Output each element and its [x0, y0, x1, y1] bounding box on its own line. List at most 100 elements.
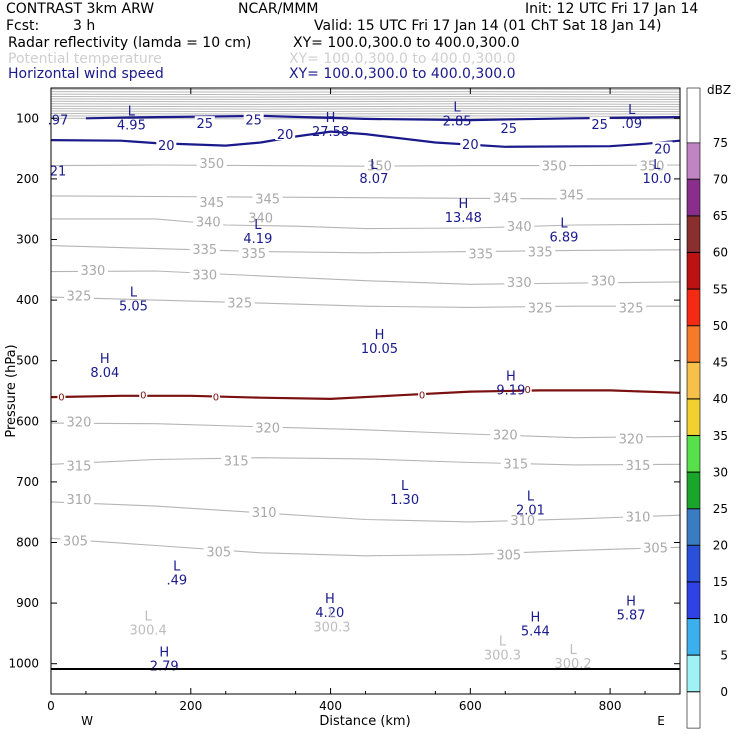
- wind-label-bg: [652, 141, 673, 155]
- marker-h-symbol: H: [458, 197, 468, 212]
- theta-label-310: 310: [67, 493, 92, 508]
- theta-label-310: 310: [510, 514, 535, 529]
- marker-value: 8.07: [359, 172, 388, 187]
- y-tick-label: 400: [16, 293, 39, 307]
- wind-label-bg: [194, 116, 215, 130]
- y-tick-label: 900: [16, 596, 39, 610]
- wind-contour-25: [85, 114, 680, 122]
- marker-h-symbol: H: [530, 610, 540, 625]
- marker-value: 4.19: [243, 232, 272, 247]
- theta-label-345: 345: [559, 189, 584, 204]
- x-tick-label: 400: [319, 699, 342, 713]
- marker-l-symbol: L: [145, 610, 153, 625]
- theta-label-350: 350: [640, 160, 665, 175]
- colorbar-cell-10: [686, 618, 701, 656]
- reflectivity-label: 0: [140, 391, 146, 402]
- wind-label-20: 20: [277, 128, 294, 143]
- theta-label-bg: [504, 273, 535, 288]
- dense-isentrope: [51, 110, 680, 113]
- x-tick-label: 800: [599, 699, 622, 713]
- theta-label-bg: [63, 457, 94, 472]
- theta-label-350: 350: [199, 157, 224, 172]
- theta-label-bg: [465, 245, 496, 260]
- colorbar-cell-65: [686, 215, 701, 253]
- theta-label-bg: [364, 157, 395, 172]
- colorbar-cell-40: [686, 398, 701, 436]
- theta-contour-310: [51, 501, 680, 523]
- marker-l-symbol: L: [401, 479, 409, 494]
- upper-dense-isentropes: [51, 88, 680, 120]
- theta-contour-305: [51, 537, 680, 557]
- wind-label-25: 25: [500, 122, 517, 137]
- colorbar-unit: dBZ: [707, 83, 731, 97]
- wind-label-bg: [275, 127, 296, 141]
- valid-time: Valid: 15 UTC Fri 17 Jan 14 (01 ChT Sat …: [314, 18, 662, 34]
- reflectivity-label-bg: [418, 388, 427, 400]
- x-axis-title: Distance (km): [319, 714, 410, 729]
- wind-contours: 25 25 25 25 20 20 20 20: [51, 112, 680, 158]
- wind-label-20: 20: [462, 138, 479, 153]
- marker-l-symbol: L: [128, 104, 136, 119]
- marker-value: .49: [166, 573, 187, 588]
- y-tick-label: 800: [16, 536, 39, 550]
- theta-label-bg: [556, 186, 587, 201]
- marker-value: 300.3: [484, 649, 521, 664]
- marker-value: 13.48: [445, 211, 482, 226]
- x-east-label: E: [657, 714, 665, 728]
- colorbar-label: 10: [713, 612, 728, 626]
- theta-label-335: 335: [468, 247, 493, 262]
- x-tick-label: 600: [459, 699, 482, 713]
- colorbar-label: 50: [713, 319, 728, 333]
- theta-label-bg: [189, 266, 220, 281]
- colorbar-top-cell: [686, 87, 701, 144]
- theta-label-350: 350: [542, 160, 567, 175]
- theta-label-340: 340: [507, 220, 532, 235]
- theta-label-315: 315: [224, 455, 249, 470]
- theta-label-305: 305: [643, 541, 668, 556]
- wind-label-bg: [589, 116, 610, 130]
- theta-label-340: 340: [248, 212, 273, 227]
- reflectivity-label: 0: [213, 392, 219, 403]
- wind-contour-20: [51, 130, 680, 148]
- theta-label-bg: [588, 272, 619, 287]
- theta-label-bg: [77, 261, 108, 276]
- colorbar-label: 75: [713, 136, 728, 150]
- theta-label-bg: [249, 504, 280, 519]
- marker-value: .09: [621, 117, 642, 132]
- marker-l-symbol: L: [628, 103, 636, 118]
- field-wind-xy: XY= 100.0,300.0 to 400.0,300.0: [289, 66, 516, 82]
- theta-label-bg: [60, 532, 91, 547]
- reflectivity-label-bg: [139, 388, 148, 400]
- theta-contour-315: [51, 457, 680, 466]
- theta-label-350: 350: [367, 160, 392, 175]
- marker-h-symbol: H: [325, 592, 335, 607]
- theta-label-bg: [493, 546, 524, 561]
- dense-isentrope: [51, 103, 680, 105]
- theta-label-bg: [525, 299, 556, 314]
- field-reflectivity-name: Radar reflectivity (lamda = 10 cm): [8, 35, 252, 51]
- theta-contour-325: [51, 296, 680, 308]
- theta-label-bg: [500, 455, 531, 470]
- colorbar-label: 45: [713, 356, 728, 370]
- theta-label-315: 315: [503, 458, 528, 473]
- marker-l-symbol: L: [370, 158, 378, 173]
- colorbar-cell-25: [686, 508, 701, 546]
- y-tick-label: 500: [16, 354, 39, 368]
- theta-label-335: 335: [528, 246, 553, 261]
- theta-label-320: 320: [67, 415, 92, 430]
- wind-label-bg: [243, 112, 264, 126]
- colorbar-cell-75: [686, 142, 701, 180]
- theta-label-330: 330: [507, 276, 532, 291]
- dense-isentrope: [51, 112, 680, 115]
- dense-isentrope: [51, 108, 680, 110]
- model-name: CONTRAST 3km ARW: [6, 1, 155, 17]
- edge-label: 21: [50, 164, 67, 179]
- theta-label-320: 320: [493, 429, 518, 444]
- marker-value: 4.20: [315, 606, 344, 621]
- y-tick-label: 300: [16, 233, 39, 247]
- edge-label: .97: [48, 113, 69, 128]
- marker-value: 300.4: [130, 624, 167, 639]
- field-theta-name: Potential temperature: [8, 51, 162, 67]
- reflectivity-label: 0: [419, 391, 425, 402]
